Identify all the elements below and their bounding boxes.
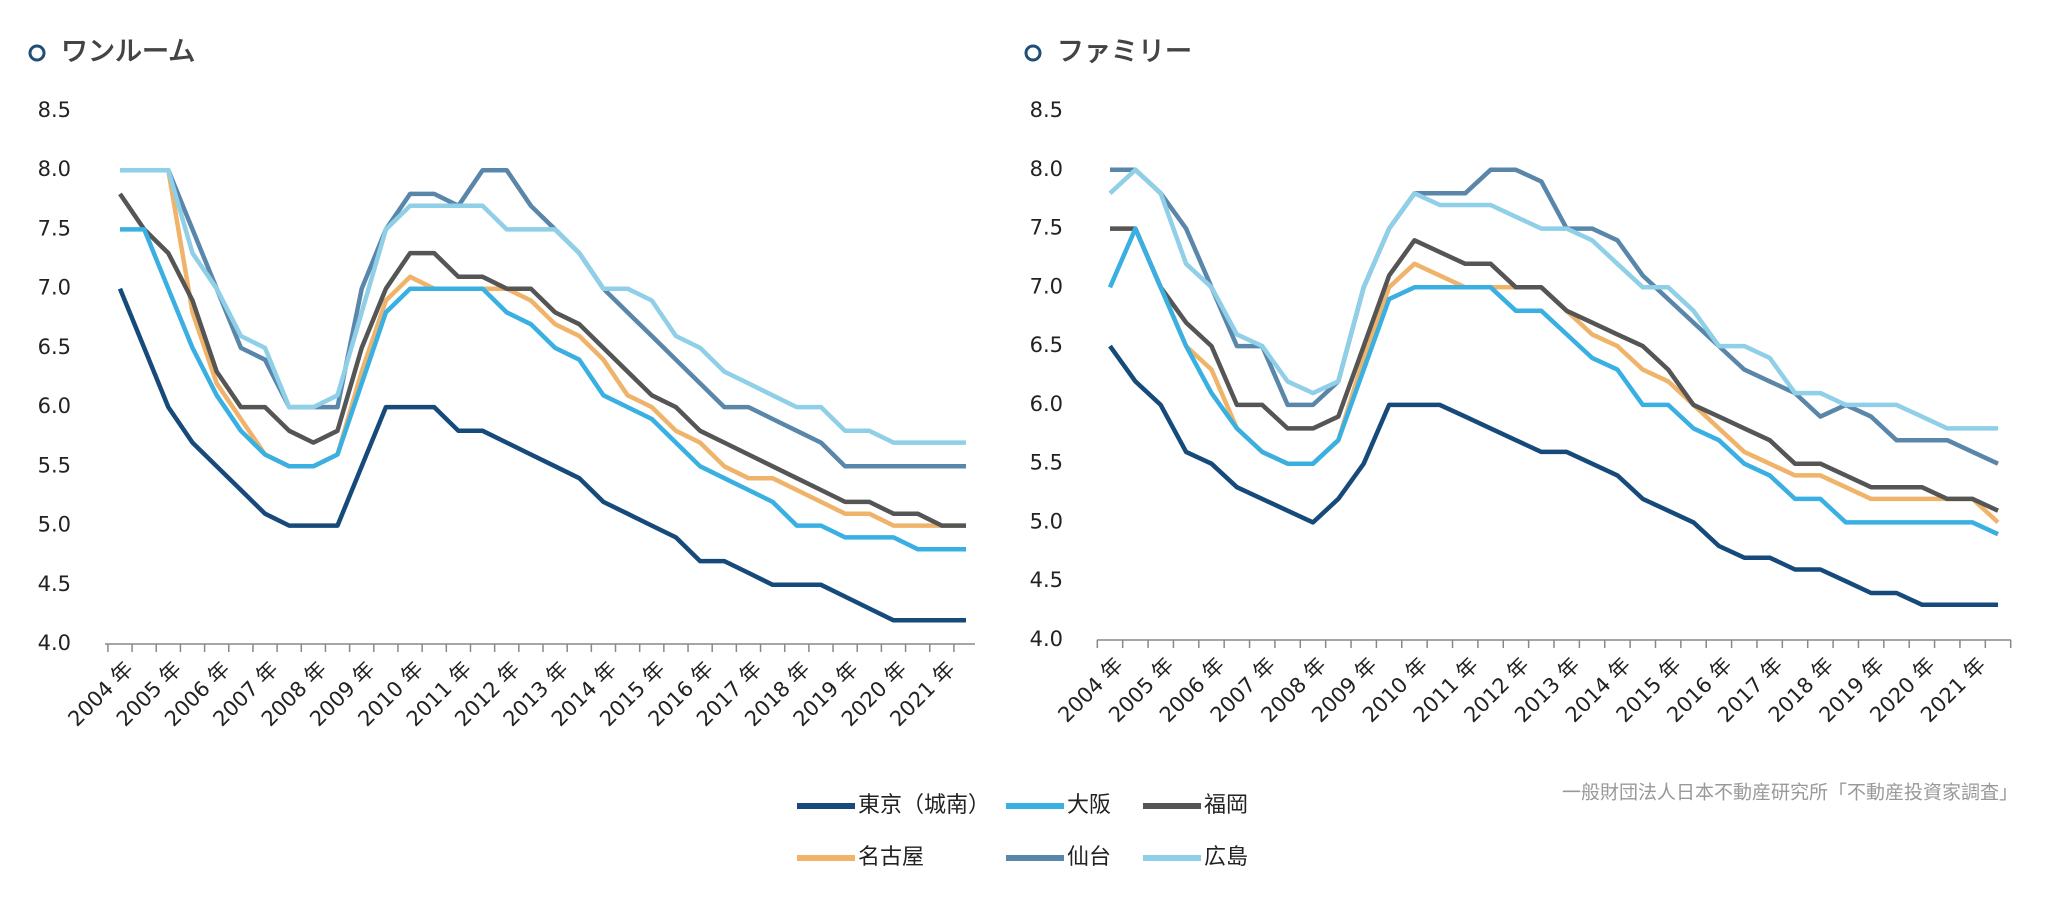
- title-bullet: [1024, 44, 1042, 62]
- series-line: [120, 227, 966, 552]
- y-tick-label: 8.0: [38, 157, 71, 181]
- legend-label: 東京（城南）: [858, 793, 990, 818]
- series-line: [1108, 167, 1998, 431]
- series-line: [1110, 167, 1999, 466]
- y-tick-label: 6.5: [38, 335, 71, 359]
- y-tick-label: 5.0: [1030, 509, 1063, 533]
- legend-label: 福岡: [1204, 793, 1248, 818]
- y-tick-label: 8.5: [1030, 98, 1063, 122]
- series-line: [118, 192, 966, 528]
- y-tick-label: 4.0: [1030, 627, 1063, 651]
- y-tick-label: 4.5: [38, 572, 71, 596]
- series-line: [120, 167, 966, 528]
- legend-label: 大阪: [1067, 793, 1111, 818]
- series-line: [120, 167, 966, 445]
- series-line: [120, 167, 966, 469]
- chart-title: ファミリー: [1057, 37, 1192, 68]
- y-tick-label: 6.5: [1030, 333, 1063, 357]
- y-tick-label: 8.0: [1030, 157, 1063, 181]
- y-tick-label: 7.5: [38, 216, 71, 240]
- y-tick-label: 8.5: [38, 98, 71, 122]
- series-line: [1110, 226, 2000, 525]
- series-line: [1110, 226, 1999, 513]
- series-line: [1108, 344, 1998, 607]
- title-bullet: [28, 44, 46, 62]
- legend-label: 名古屋: [858, 845, 924, 870]
- legend-label: 仙台: [1067, 845, 1111, 870]
- series-line: [117, 287, 966, 623]
- chart-title: ワンルーム: [61, 37, 195, 68]
- y-tick-label: 7.5: [1030, 216, 1063, 240]
- y-tick-label: 4.5: [1030, 568, 1063, 592]
- y-tick-label: 5.0: [38, 513, 71, 537]
- source-note: 一般財団法人日本不動産研究所「不動産投資家調査」: [1562, 782, 2018, 804]
- legend-label: 広島: [1204, 845, 1248, 870]
- y-tick-label: 7.0: [1030, 274, 1063, 298]
- y-tick-label: 5.5: [38, 453, 71, 477]
- series-line: [1107, 226, 1999, 537]
- y-tick-label: 6.0: [1030, 392, 1063, 416]
- y-tick-label: 6.0: [38, 394, 71, 418]
- y-tick-label: 4.0: [38, 631, 71, 655]
- y-tick-label: 7.0: [38, 276, 71, 300]
- y-tick-label: 5.5: [1030, 451, 1063, 475]
